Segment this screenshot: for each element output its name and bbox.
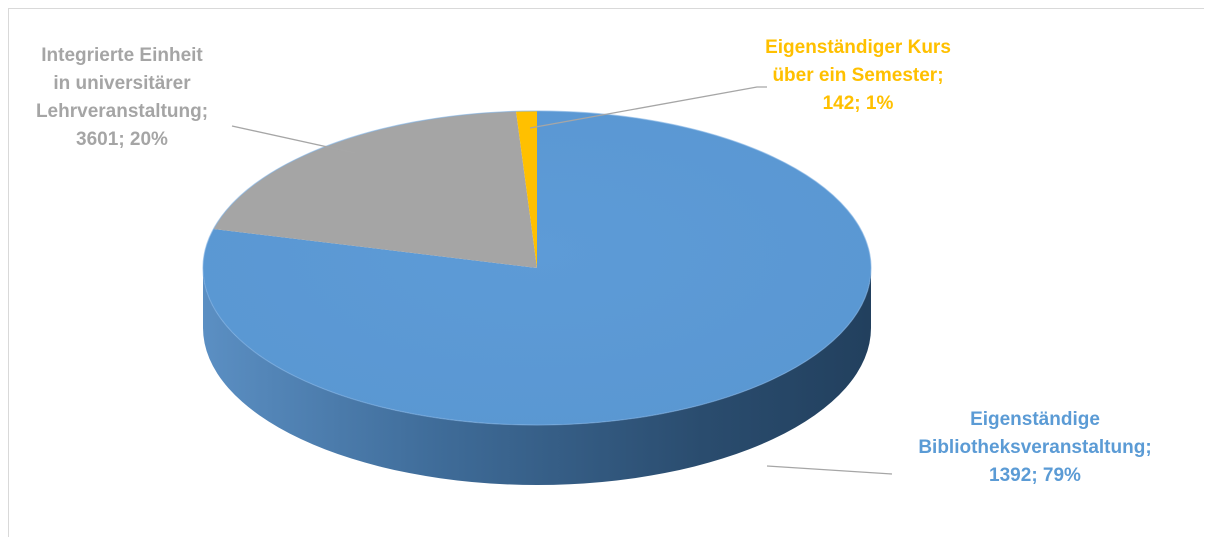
leader-line-integrierte-einheit [231,125,356,154]
leader-line-eigenstaendiger-kurs [529,86,767,129]
pie-side-wall [203,268,871,485]
data-label-bibliotheksveranstaltung: Eigenständige Bibliotheksveranstaltung; … [918,409,1152,486]
pie-slice-2 [516,111,537,268]
pie-rim [202,110,872,426]
leader-line-bibliotheksveranstaltung [766,465,893,475]
data-label-eigenstaendiger-kurs: Eigenständiger Kurs über ein Semester; 1… [765,37,951,114]
pie-slice-1 [213,111,537,268]
data-label-integrierte-einheit: Integrierte Einheit in universitärer Leh… [35,45,209,150]
chart-area [8,8,1204,537]
